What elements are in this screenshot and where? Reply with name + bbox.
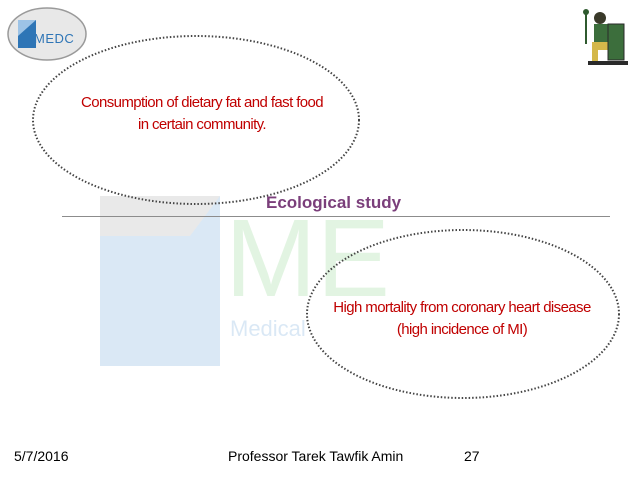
effect-text: High mortality from coronary heart disea… bbox=[300, 297, 624, 341]
slide-title: Ecological study bbox=[266, 193, 402, 212]
cause-line-2: in certain community. bbox=[137, 116, 267, 133]
effect-line-2: (high incidence of MI) bbox=[396, 321, 528, 338]
title-divider bbox=[62, 216, 610, 217]
footer-date: 5/7/2016 bbox=[14, 448, 69, 464]
cause-line-1: Consumption of dietary fat and fast food bbox=[81, 94, 324, 111]
footer-author: Professor Tarek Tawfik Amin bbox=[228, 448, 404, 464]
cause-text: Consumption of dietary fat and fast food… bbox=[44, 92, 360, 136]
watermark-blue-shape bbox=[100, 196, 220, 366]
effect-ellipse bbox=[306, 229, 620, 399]
pharaoh-figure-image bbox=[583, 9, 628, 65]
medc-logo bbox=[7, 7, 87, 61]
cause-ellipse bbox=[32, 35, 360, 205]
watermark-logo: ME Medical bbox=[100, 196, 390, 366]
logo-label: MEDC bbox=[34, 31, 75, 46]
logo-light-triangle bbox=[18, 20, 36, 36]
footer-page-number: 27 bbox=[464, 448, 480, 464]
watermark-caption: Medical bbox=[230, 316, 306, 341]
effect-line-1: High mortality from coronary heart disea… bbox=[333, 299, 591, 316]
watermark-letters: ME bbox=[225, 197, 390, 320]
